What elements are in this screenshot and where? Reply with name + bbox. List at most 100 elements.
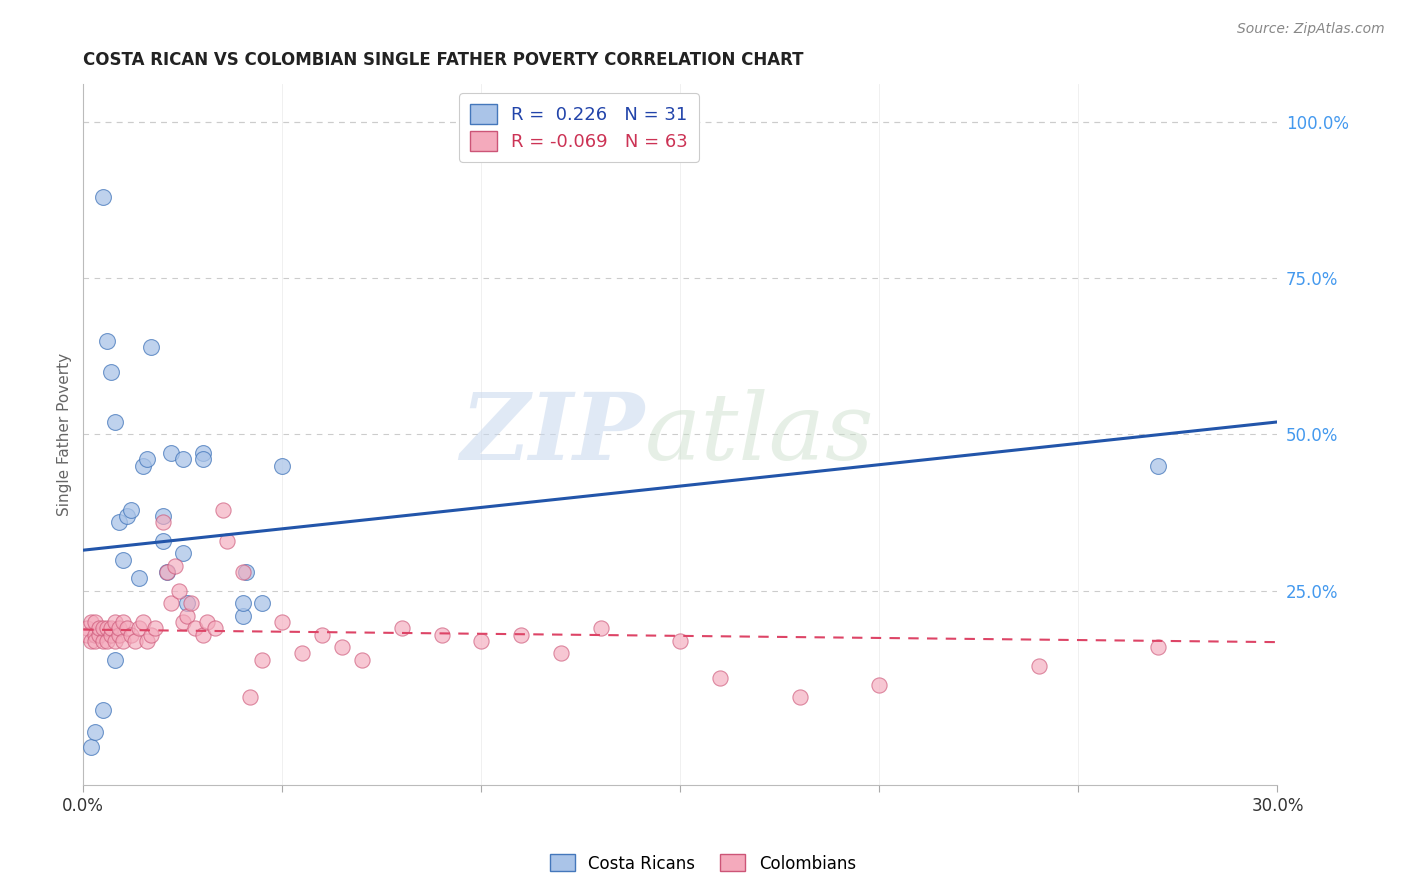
Point (191, 627, 214, 641)
Point (132, 458, 155, 473)
Point (80, 740, 103, 755)
Point (139, 627, 162, 641)
Point (115, 621, 138, 635)
Point (108, 621, 131, 635)
Point (91, 703, 114, 717)
Point (204, 621, 226, 635)
Point (152, 508, 174, 523)
Point (120, 627, 142, 641)
Point (589, 621, 612, 635)
Point (136, 452, 159, 467)
Point (789, 690, 811, 705)
Point (291, 646, 314, 660)
Point (391, 621, 413, 635)
Point (128, 571, 150, 585)
Point (176, 596, 198, 610)
Point (91, 190, 114, 204)
Point (231, 608, 253, 623)
Point (89, 621, 111, 635)
Point (91, 621, 114, 635)
Point (80, 615, 103, 629)
Point (868, 678, 890, 692)
Point (136, 633, 159, 648)
Point (1147, 458, 1170, 473)
Point (96, 621, 118, 635)
Point (510, 627, 533, 641)
Legend: R =  0.226   N = 31, R = -0.069   N = 63: R = 0.226 N = 31, R = -0.069 N = 63 (458, 93, 699, 161)
Point (112, 615, 135, 629)
Point (115, 508, 138, 523)
Point (252, 653, 274, 667)
Point (191, 446, 214, 460)
Point (172, 452, 194, 467)
Point (211, 502, 233, 516)
Point (124, 633, 146, 648)
Text: atlas: atlas (644, 390, 875, 479)
Point (430, 627, 453, 641)
Point (156, 565, 179, 579)
Point (120, 502, 142, 516)
Point (104, 653, 127, 667)
Point (96, 633, 118, 648)
Point (470, 633, 492, 648)
Point (100, 621, 122, 635)
Point (184, 621, 207, 635)
Point (80, 633, 103, 648)
Point (160, 446, 183, 460)
Point (271, 458, 294, 473)
Point (669, 633, 692, 648)
Point (139, 340, 162, 354)
Point (252, 596, 274, 610)
Point (104, 415, 127, 429)
Point (156, 565, 179, 579)
Point (350, 653, 373, 667)
Point (84, 627, 107, 641)
Point (112, 552, 135, 566)
Point (180, 596, 202, 610)
Point (191, 452, 214, 467)
Point (163, 558, 186, 573)
Text: COSTA RICAN VS COLOMBIAN SINGLE FATHER POVERTY CORRELATION CHART: COSTA RICAN VS COLOMBIAN SINGLE FATHER P… (83, 51, 804, 69)
Point (152, 515, 174, 529)
Point (152, 533, 174, 548)
Point (108, 515, 131, 529)
Point (112, 633, 135, 648)
Point (231, 596, 253, 610)
Point (128, 621, 150, 635)
Point (271, 615, 294, 629)
Point (330, 640, 353, 654)
Point (1147, 640, 1170, 654)
Y-axis label: Single Father Poverty: Single Father Poverty (58, 353, 72, 516)
Point (195, 615, 218, 629)
Point (100, 365, 122, 379)
Point (239, 690, 262, 705)
Point (550, 646, 572, 660)
Point (167, 583, 190, 598)
Point (176, 608, 198, 623)
Legend: Costa Ricans, Colombians: Costa Ricans, Colombians (544, 847, 862, 880)
Point (100, 627, 122, 641)
Text: Source: ZipAtlas.com: Source: ZipAtlas.com (1237, 22, 1385, 37)
Point (231, 565, 253, 579)
Point (108, 627, 131, 641)
Point (84, 615, 107, 629)
Point (104, 633, 127, 648)
Point (91, 633, 114, 648)
Point (1028, 659, 1050, 673)
Point (235, 565, 257, 579)
Point (89, 627, 111, 641)
Point (96, 334, 118, 348)
Point (215, 533, 238, 548)
Point (76, 621, 98, 635)
Point (709, 672, 731, 686)
Point (172, 615, 194, 629)
Point (172, 546, 194, 560)
Point (160, 596, 183, 610)
Point (143, 621, 166, 635)
Point (132, 615, 155, 629)
Point (84, 724, 107, 739)
Point (76, 627, 98, 641)
Point (104, 615, 127, 629)
Point (84, 633, 107, 648)
Text: ZIP: ZIP (460, 390, 644, 479)
